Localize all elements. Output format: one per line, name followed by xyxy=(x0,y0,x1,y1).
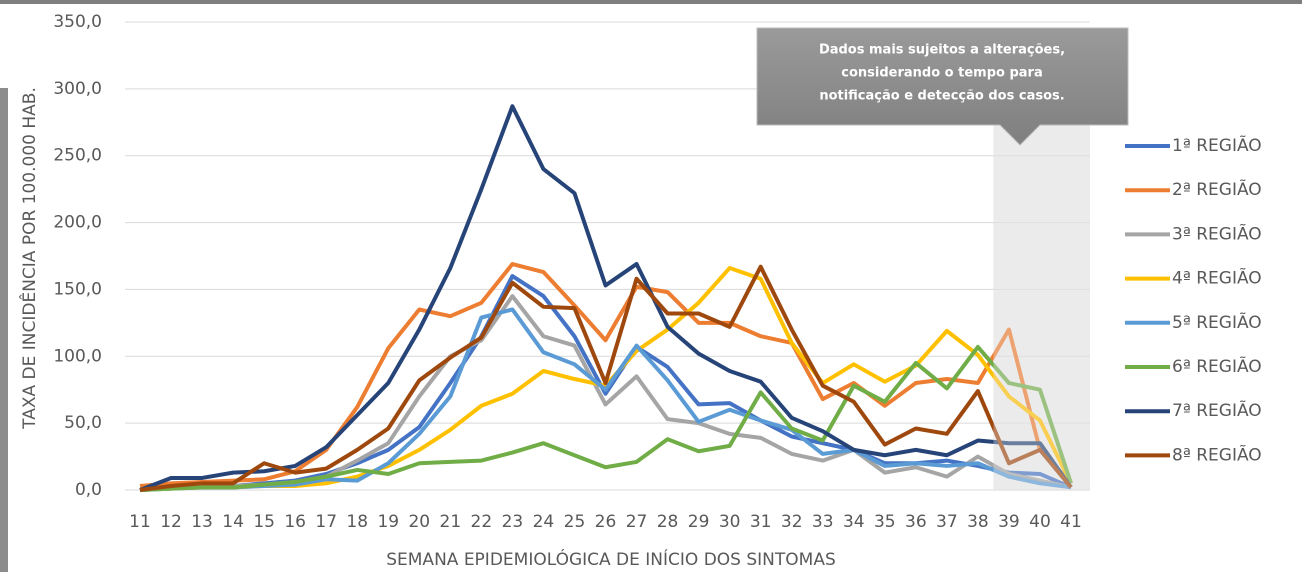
series-line xyxy=(139,104,1073,492)
plot: 0,0 50,0 100,0 150,0 200,0 250,0 300,0 350,0 11 1… xyxy=(53,12,1261,532)
x-tick-label: 30 xyxy=(719,512,741,532)
legend-label: 5ª REGIÃO xyxy=(1172,311,1262,333)
y-tick-label: 200,0 xyxy=(53,213,102,233)
legend-label: 4ª REGIÃO xyxy=(1172,267,1262,289)
top-border xyxy=(0,0,1302,4)
y-tick-label: 150,0 xyxy=(53,279,102,299)
x-tick-label: 40 xyxy=(1029,512,1051,532)
x-tick-label: 41 xyxy=(1060,512,1082,532)
legend-label: 2ª REGIÃO xyxy=(1172,178,1262,200)
side-strip xyxy=(0,88,8,572)
x-tick-label: 16 xyxy=(284,512,306,532)
x-tick-label: 26 xyxy=(595,512,617,532)
y-tick-label: 250,0 xyxy=(53,146,102,166)
annotation-box xyxy=(756,27,1129,146)
legend-label: 3ª REGIÃO xyxy=(1172,222,1262,244)
series-line xyxy=(139,307,1072,492)
x-tick-label: 17 xyxy=(315,512,337,532)
x-tick-label: 21 xyxy=(440,512,462,532)
y-tick-label: 50,0 xyxy=(64,413,102,433)
shaded-region xyxy=(993,122,1090,490)
x-tick-label: 39 xyxy=(998,512,1020,532)
annotation-line: notificação e detecção dos casos. xyxy=(819,89,1064,104)
x-tick-label: 24 xyxy=(533,512,555,532)
legend-label: 7ª REGIÃO xyxy=(1172,399,1262,421)
x-tick-label: 27 xyxy=(626,512,648,532)
x-tick-label: 14 xyxy=(222,512,244,532)
legend-label: 8ª REGIÃO xyxy=(1172,443,1262,465)
x-tick-label: 25 xyxy=(564,512,586,532)
x-tick-label: 35 xyxy=(874,512,896,532)
series-line xyxy=(139,344,1073,492)
x-tick-label: 23 xyxy=(502,512,524,532)
legend-label: 6ª REGIÃO xyxy=(1172,355,1262,377)
y-tick-label: 0,0 xyxy=(75,480,102,500)
x-tick-label: 29 xyxy=(688,512,710,532)
shaded-overlay xyxy=(993,122,1090,490)
x-tick-label: 38 xyxy=(967,512,989,532)
x-tick-label: 13 xyxy=(191,512,213,532)
legend-label: 1ª REGIÃO xyxy=(1172,134,1262,156)
x-tick-label: 36 xyxy=(905,512,927,532)
x-tick-label: 22 xyxy=(471,512,493,532)
series-line xyxy=(139,264,1073,492)
y-tick-label: 100,0 xyxy=(53,346,102,366)
x-tick-label: 33 xyxy=(812,512,834,532)
x-tick-label: 31 xyxy=(750,512,772,532)
x-tick-label: 12 xyxy=(160,512,182,532)
x-tick-label: 32 xyxy=(781,512,803,532)
x-axis-label: SEMANA EPIDEMIOLÓGICA DE INÍCIO DOS SINT… xyxy=(386,548,836,570)
x-tick-label: 18 xyxy=(346,512,368,532)
annotation-line: considerando o tempo para xyxy=(841,66,1042,81)
x-tick-label: 19 xyxy=(377,512,399,532)
x-tick-label: 37 xyxy=(936,512,958,532)
x-tick-label: 20 xyxy=(408,512,430,532)
x-tick-label: 11 xyxy=(129,512,151,532)
y-tick-label: 350,0 xyxy=(53,12,102,32)
x-tick-label: 28 xyxy=(657,512,679,532)
annotation-line: Dados mais sujeitos a alterações, xyxy=(819,43,1065,58)
x-tick-label: 34 xyxy=(843,512,865,532)
y-tick-label: 300,0 xyxy=(53,79,102,99)
x-tick-label: 15 xyxy=(253,512,275,532)
y-axis-label: TAXA DE INCIDÊNCIA POR 100.000 HAB. xyxy=(18,87,40,430)
